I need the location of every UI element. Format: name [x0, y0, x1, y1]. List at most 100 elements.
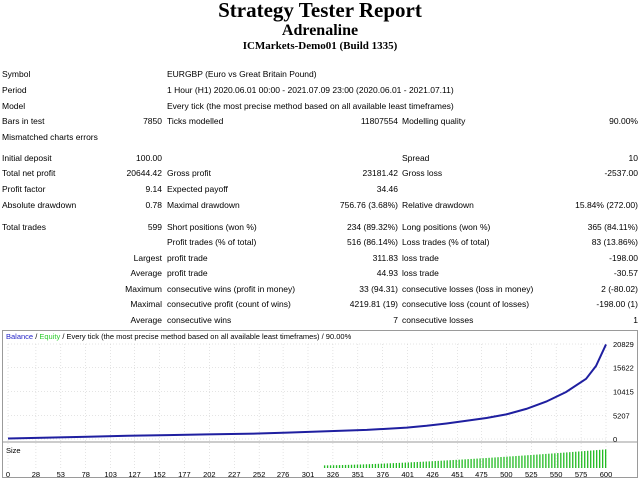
expected-payoff-label: Expected payoff — [167, 184, 228, 194]
size-bar — [416, 461, 418, 468]
size-bar — [497, 457, 499, 468]
size-bar — [554, 453, 556, 468]
avg-losses-value: 1 — [633, 315, 638, 325]
size-bar — [512, 456, 514, 468]
y-tick-label: 0 — [613, 435, 617, 444]
size-bar — [566, 452, 568, 468]
profit-trades-value: 516 (86.14%) — [346, 237, 398, 247]
y-tick-label: 5207 — [613, 411, 630, 420]
size-bar — [449, 460, 451, 468]
initial-deposit-value: 100.00 — [136, 153, 162, 163]
size-bar — [500, 457, 502, 468]
legend-balance: Balance — [6, 332, 33, 341]
size-bar — [329, 465, 332, 468]
profit-trades-label: Profit trades (% of total) — [167, 237, 257, 247]
maximal-drawdown-value: 756.76 (3.68%) — [339, 200, 398, 210]
size-bar — [533, 454, 535, 468]
maximal-loss-label: consecutive loss (count of losses) — [402, 299, 530, 309]
x-tick-label: 53 — [57, 470, 65, 479]
size-bar — [527, 455, 529, 468]
size-bar — [563, 452, 565, 468]
x-tick-label: 177 — [178, 470, 191, 479]
size-bar — [374, 463, 377, 468]
largest-profit-label: profit trade — [167, 253, 208, 263]
average-consecutive-label: Average — [130, 315, 162, 325]
gross-profit-value: 23181.42 — [362, 168, 398, 178]
y-tick-label: 15622 — [613, 364, 634, 373]
size-bar — [362, 464, 365, 468]
x-tick-label: 202 — [203, 470, 216, 479]
size-bar — [386, 463, 389, 468]
x-tick-label: 401 — [401, 470, 414, 479]
x-tick-label: 28 — [32, 470, 40, 479]
size-bar — [515, 456, 517, 468]
size-bar — [491, 457, 493, 468]
average-profit-value: 44.93 — [376, 268, 398, 278]
size-bar — [413, 462, 415, 468]
x-tick-label: 575 — [575, 470, 588, 479]
x-tick-label: 426 — [426, 470, 439, 479]
model-label: Model — [2, 101, 26, 111]
spread-value: 10 — [628, 153, 638, 163]
size-bar — [332, 465, 335, 468]
net-profit-value: 20644.42 — [126, 168, 162, 178]
size-bar — [359, 464, 362, 468]
x-tick-label: 525 — [525, 470, 538, 479]
size-bar — [494, 457, 496, 468]
size-bar — [395, 462, 398, 468]
size-bar — [599, 449, 601, 468]
maximal-profit-value: 4219.81 (19) — [349, 299, 398, 309]
size-bar — [398, 462, 400, 468]
size-bar — [461, 459, 463, 468]
long-positions-value: 365 (84.11%) — [587, 222, 638, 232]
y-tick-label: 20829 — [613, 340, 634, 349]
long-positions-label: Long positions (won %) — [402, 222, 491, 232]
x-tick-label: 376 — [376, 470, 389, 479]
spread-label: Spread — [402, 153, 430, 163]
size-bar — [419, 461, 421, 468]
size-bar — [596, 450, 598, 468]
size-bar — [575, 451, 577, 468]
loss-trades-label: Loss trades (% of total) — [402, 237, 490, 247]
total-trades-value: 599 — [147, 222, 162, 232]
size-bar — [503, 456, 505, 468]
size-bar — [581, 451, 583, 468]
largest-loss-value: -198.00 — [609, 253, 638, 263]
x-tick-label: 152 — [153, 470, 166, 479]
size-bar — [422, 461, 424, 468]
max-losses-label: consecutive losses (loss in money) — [402, 284, 534, 294]
avg-wins-value: 7 — [393, 315, 398, 325]
size-bar — [440, 460, 442, 468]
x-tick-label: 326 — [327, 470, 340, 479]
x-tick-label: 351 — [352, 470, 365, 479]
size-bar — [467, 459, 469, 468]
size-bar — [437, 460, 439, 468]
x-tick-label: 276 — [277, 470, 290, 479]
largest-label: Largest — [133, 253, 162, 263]
size-bar — [482, 458, 484, 468]
size-bar — [338, 465, 341, 468]
x-tick-label: 301 — [302, 470, 315, 479]
total-trades-label: Total trades — [2, 222, 46, 232]
size-bar — [350, 464, 353, 468]
size-bar — [335, 465, 338, 468]
size-bar — [401, 462, 403, 468]
size-bar — [344, 464, 347, 468]
model-value: Every tick (the most precise method base… — [167, 101, 454, 111]
size-bar — [476, 458, 478, 468]
initial-deposit-label: Initial deposit — [2, 153, 52, 163]
loss-trades-value: 83 (13.86%) — [591, 237, 638, 247]
size-bar — [404, 462, 406, 468]
size-bar — [425, 461, 427, 468]
size-bar — [392, 463, 395, 468]
average-loss-label: loss trade — [402, 268, 439, 278]
bars-label: Bars in test — [2, 116, 45, 126]
x-tick-label: 600 — [600, 470, 613, 479]
profit-factor-label: Profit factor — [2, 184, 46, 194]
x-tick-label: 127 — [128, 470, 141, 479]
average-label: Average — [130, 268, 162, 278]
size-bar — [542, 454, 544, 468]
avg-wins-label: consecutive wins — [167, 315, 232, 325]
size-bar — [326, 465, 329, 468]
quality-label: Modelling quality — [402, 116, 466, 126]
